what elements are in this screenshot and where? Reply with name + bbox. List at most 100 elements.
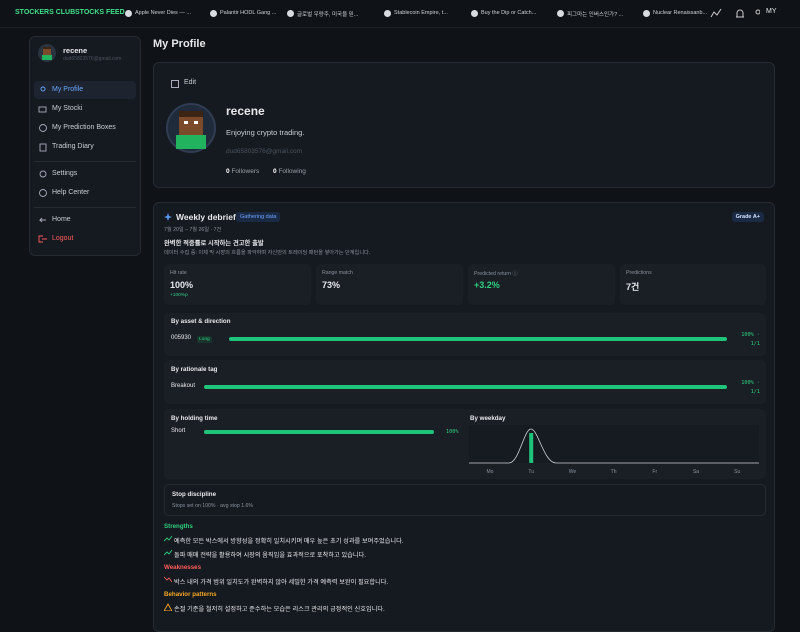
stat-label: Predictions bbox=[626, 270, 652, 276]
tab-icon bbox=[210, 10, 217, 17]
followers-count: 0 bbox=[226, 168, 230, 175]
tab[interactable]: 글로벌 우량주, 미국을 믿... bbox=[297, 12, 359, 18]
stat-label: Predicted return ⓘ bbox=[474, 271, 518, 277]
stat-value: 100% bbox=[170, 280, 194, 290]
weekday-label: Th bbox=[611, 469, 617, 475]
strengths-title: Strengths bbox=[164, 523, 193, 530]
stop-card: Stop discipline Stops set on 100% · avg … bbox=[164, 484, 766, 516]
tab-icon bbox=[643, 10, 650, 17]
stat-label-text: Predicted return bbox=[474, 271, 511, 277]
weekday-label: We bbox=[569, 469, 577, 475]
stat-card: Predictions 7건 bbox=[620, 264, 766, 305]
tab[interactable]: Stablecoin Empire, t... bbox=[394, 10, 448, 16]
logout[interactable]: Logout bbox=[52, 235, 74, 242]
stat-label: Hit rate bbox=[170, 270, 187, 276]
stat-card: Hit rate 100% +100%p bbox=[164, 264, 311, 305]
sidebar bbox=[29, 36, 141, 256]
profile-name: recene bbox=[226, 104, 265, 118]
tab-icon bbox=[125, 10, 132, 17]
menu-item[interactable]: My Prediction Boxes bbox=[52, 124, 116, 131]
page-title: My Profile bbox=[153, 38, 206, 50]
active-item-bg bbox=[34, 81, 136, 99]
tab[interactable]: Nuclear Renaissanb... bbox=[653, 10, 708, 16]
debrief-title: Weekly debrief bbox=[176, 212, 236, 222]
section-title: By asset & direction bbox=[171, 318, 231, 325]
breakdown-card: By asset & direction 005930 Long 100% · … bbox=[164, 313, 766, 356]
weekday-bar bbox=[529, 433, 534, 463]
weekday-label: Mo bbox=[487, 469, 494, 475]
strength-item: 돌파 매매 전략을 활용하여 시장의 움직임을 효과적으로 포착하고 있습니다. bbox=[174, 552, 366, 559]
nav-icons bbox=[710, 8, 760, 18]
user-email: dud65803576@gmail.com bbox=[63, 56, 122, 62]
sparkle-icon bbox=[164, 213, 172, 221]
weekday-label: Tu bbox=[528, 469, 534, 475]
menu-item[interactable]: Home bbox=[52, 216, 71, 223]
strength-item: 예측한 모든 박스에서 방향성을 정확히 일치시키며 매우 높은 초기 성과를 … bbox=[174, 538, 404, 545]
menu-item[interactable]: Trading Diary bbox=[52, 143, 94, 150]
stop-text: Stops set on 100% · avg stop 1.6% bbox=[172, 503, 254, 509]
grade-badge: Grade A+ bbox=[731, 212, 764, 222]
menu-item[interactable]: Help Center bbox=[52, 189, 90, 196]
row-tag: Long bbox=[197, 336, 212, 343]
menu-icons bbox=[38, 86, 47, 243]
progress-track bbox=[204, 430, 434, 434]
weekday-label: Su bbox=[734, 469, 740, 475]
edit-button[interactable]: Edit bbox=[184, 79, 197, 86]
divider bbox=[34, 207, 136, 208]
stat-delta: +100%p bbox=[170, 293, 188, 298]
stat-value: +3.2% bbox=[474, 280, 500, 290]
progress-bar bbox=[204, 385, 727, 389]
section-title: Stop discipline bbox=[172, 491, 217, 498]
brand[interactable]: STOCKERS CLUB bbox=[15, 9, 76, 16]
progress-track bbox=[204, 385, 727, 389]
menu-item[interactable]: My Profile bbox=[52, 86, 84, 93]
following-count: 0 bbox=[273, 168, 277, 175]
stat-card: Range match 73% bbox=[316, 264, 463, 305]
top-nav bbox=[0, 0, 800, 28]
stat-label: Range match bbox=[322, 270, 353, 276]
tab-icon bbox=[471, 10, 478, 17]
row-value: 100% bbox=[446, 429, 459, 435]
weekday-label: Fr bbox=[652, 469, 657, 475]
list-icons bbox=[164, 535, 172, 611]
breakdown-card: By rationale tag Breakout 100% · 1/1 bbox=[164, 360, 766, 404]
feed-link[interactable]: STOCKS FEED bbox=[75, 9, 125, 16]
account[interactable]: MY bbox=[766, 8, 777, 15]
weakness-item: 박스 내의 가격 범위 일치도가 완벽하지 않아 세밀한 가격 예측력 보완이 … bbox=[174, 579, 389, 586]
following-label: Following bbox=[278, 168, 306, 175]
summary: 데이터 수집 중: 이제 막 시장의 흐름을 파악하며 자신만의 트레이딩 패턴… bbox=[164, 250, 371, 256]
avatar bbox=[38, 44, 56, 62]
headline: 완벽한 적중률로 시작하는 견고한 출발 bbox=[164, 240, 264, 247]
tab[interactable]: 피그마는 인버스인가? ... bbox=[567, 12, 624, 18]
tab-icon bbox=[557, 10, 564, 17]
tab-icon bbox=[384, 10, 391, 17]
tab[interactable]: Buy the Dip or Catch... bbox=[481, 10, 537, 16]
row-value: 100% · 1/1 bbox=[741, 332, 760, 347]
behavior-title: Behavior patterns bbox=[164, 591, 217, 598]
period: 7월 20일 – 7월 26일 · 7건 bbox=[164, 227, 222, 233]
followers-label: Followers bbox=[231, 168, 260, 175]
tab[interactable]: Palantir HODL Gang ... bbox=[220, 10, 277, 16]
row-name: Breakout bbox=[171, 383, 196, 389]
row-value: 100% · 1/1 bbox=[741, 380, 760, 395]
stat-card: Predicted return ⓘ +3.2% bbox=[468, 264, 615, 305]
divider bbox=[34, 161, 136, 162]
menu-item[interactable]: Settings bbox=[52, 170, 78, 177]
stat-value: 73% bbox=[322, 280, 341, 290]
edit-icon bbox=[171, 80, 179, 88]
debrief-card: Weekly debrief Gathering data Grade A+ 7… bbox=[153, 202, 775, 632]
profile-card: Edit recene Enjoying crypto trading. dud… bbox=[153, 62, 775, 188]
tab[interactable]: Apple Never Dies — ... bbox=[135, 10, 191, 16]
weekday-chart: Mo Tu We Th Fr Sa Su bbox=[469, 425, 759, 475]
section-title: By weekday bbox=[470, 415, 506, 422]
profile-avatar bbox=[166, 103, 216, 153]
profile-bio: Enjoying crypto trading. bbox=[226, 128, 305, 137]
weaknesses-title: Weaknesses bbox=[164, 564, 202, 571]
user-name: recene bbox=[63, 46, 88, 55]
status-badge: Gathering data bbox=[236, 212, 281, 222]
section-title: By rationale tag bbox=[171, 366, 218, 373]
menu-item[interactable]: My Stocki bbox=[52, 105, 83, 112]
breakdown-card: By holding time Short 100% By weekday Mo… bbox=[164, 409, 766, 479]
stat-value: 7건 bbox=[626, 282, 640, 292]
